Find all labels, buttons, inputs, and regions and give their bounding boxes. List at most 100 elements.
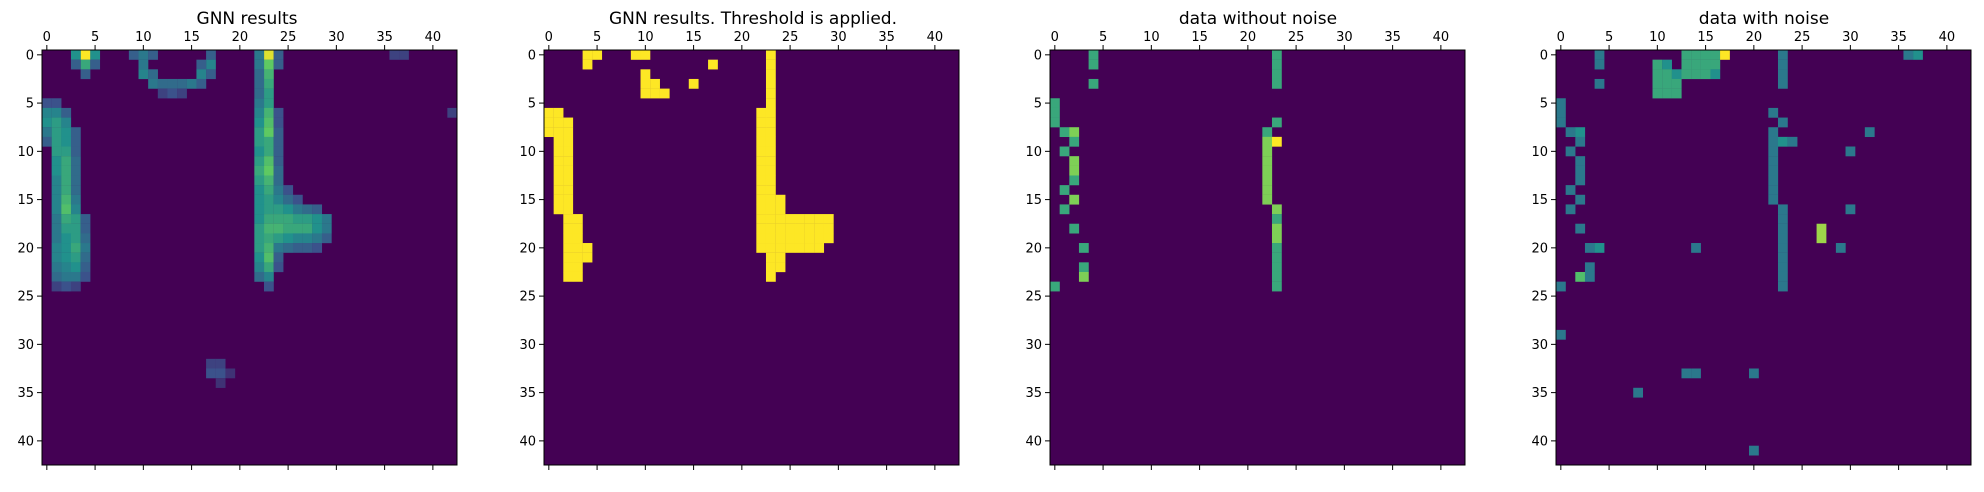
heatmap-cell [254, 252, 265, 263]
heatmap-cell [263, 78, 274, 89]
heatmap-cell [254, 271, 265, 282]
y-tick-label: 25 [1531, 290, 1548, 305]
heatmap-cell [70, 136, 81, 147]
heatmap-cell [553, 156, 564, 166]
panel-gnn-results: GNN results 0 5 10 15 20 25 30 35 40 0 5 10 15 20 25 30… [0, 0, 496, 492]
y-tick-label: 30 [1025, 338, 1042, 353]
heatmap-cell [177, 88, 187, 99]
heatmap-cell [1652, 78, 1663, 89]
heatmap-cell [1556, 329, 1566, 340]
heatmap-cell [254, 175, 265, 186]
heatmap-cell [206, 69, 216, 80]
heatmap-cell [42, 107, 52, 118]
heatmap-cell [1691, 59, 1701, 70]
heatmap-cell [128, 50, 139, 60]
heatmap-cell [1069, 127, 1080, 138]
heatmap-cell [1835, 243, 1846, 253]
heatmap-cell [312, 243, 323, 253]
y-tick-label: 10 [1531, 145, 1548, 160]
heatmap-cell [1575, 165, 1586, 176]
heatmap-cell [302, 243, 313, 253]
heatmap-cell [756, 107, 767, 118]
heatmap-cell [254, 50, 265, 60]
heatmap-cell [553, 194, 564, 205]
heatmap-cell [553, 136, 564, 147]
heatmap-cell [1768, 127, 1779, 138]
heatmap-cell [61, 194, 72, 205]
heatmap-cell [563, 185, 574, 195]
heatmap-cell [765, 185, 776, 195]
heatmap-cell [254, 59, 265, 70]
heatmap-cell [70, 194, 81, 205]
heatmap-cell [553, 204, 564, 215]
heatmap-cell [650, 88, 660, 99]
heatmap-cell [775, 223, 786, 234]
heatmap-cell [42, 136, 52, 147]
heatmap-cell [51, 223, 62, 234]
y-tick-label: 0 [1540, 48, 1548, 63]
heatmap-cell [263, 185, 274, 195]
heatmap-cell [756, 146, 767, 157]
x-tick-label: 0 [43, 30, 51, 45]
heatmap-cell [1262, 165, 1273, 176]
heatmap-cell [263, 127, 274, 138]
heatmap-cell [563, 175, 574, 186]
y-tick-label: 25 [1025, 290, 1042, 305]
heatmap-cell [1050, 117, 1060, 128]
y-tick-label: 20 [17, 241, 34, 256]
heatmap-cell [80, 223, 91, 234]
heatmap-cell [263, 136, 274, 147]
heatmap-cell [157, 78, 168, 89]
axes-frame [41, 49, 458, 466]
heatmap-cell [61, 185, 72, 195]
heatmap-cell [1845, 146, 1856, 157]
heatmap-cell [756, 175, 767, 186]
heatmap-background [42, 50, 457, 465]
heatmap-cell [563, 214, 574, 224]
heatmap-cell [1768, 146, 1779, 157]
heatmap-cell [1556, 98, 1566, 109]
heatmap-cell [70, 262, 81, 273]
heatmap-cell [804, 233, 815, 244]
heatmap-cell [1575, 136, 1586, 147]
heatmap-cell [61, 223, 72, 234]
y-tick-label: 10 [519, 145, 536, 160]
heatmap-cell [80, 243, 91, 253]
heatmap-cell [765, 50, 776, 60]
heatmap-cell [756, 127, 767, 138]
chart-title: GNN results. Threshold is applied. [609, 9, 897, 29]
x-tick-label: 30 [830, 30, 847, 45]
heatmap-gnn-results: GNN results 0 5 10 15 20 25 30 35 40 0 5 10 15 20 25 30… [17, 9, 458, 470]
heatmap-cell [80, 271, 91, 282]
heatmap-cell [1681, 368, 1692, 379]
heatmap-cell [765, 146, 776, 157]
heatmap-cell [1913, 50, 1923, 60]
heatmap-cell [1768, 136, 1779, 147]
heatmap-cell [563, 271, 574, 282]
heatmap-cell [254, 223, 265, 234]
heatmap-cell [814, 223, 825, 234]
heatmap-cell [80, 59, 91, 70]
heatmap-cell [80, 262, 91, 273]
heatmap-cell [1271, 233, 1282, 244]
heatmap-cell [254, 146, 265, 157]
heatmap-cell [1681, 59, 1692, 70]
heatmap-cell [553, 185, 564, 195]
heatmap-cell [61, 117, 72, 128]
heatmap-cell [70, 233, 81, 244]
heatmap-cell [794, 214, 805, 224]
heatmap-cell [321, 233, 332, 244]
heatmap-cell [273, 194, 284, 205]
heatmap-cell [572, 262, 583, 273]
heatmap-cell [263, 156, 274, 166]
heatmap-cell [1078, 243, 1089, 253]
heatmap-cell [273, 233, 284, 244]
heatmap-cell [51, 175, 62, 186]
heatmap-cell [1271, 262, 1282, 273]
heatmap-cell [61, 243, 72, 253]
heatmap-cell [1556, 107, 1566, 118]
heatmap-cell [61, 262, 72, 273]
heatmap-cell [263, 146, 274, 157]
heatmap-cell [1050, 107, 1060, 118]
heatmap-cell [1584, 262, 1595, 273]
